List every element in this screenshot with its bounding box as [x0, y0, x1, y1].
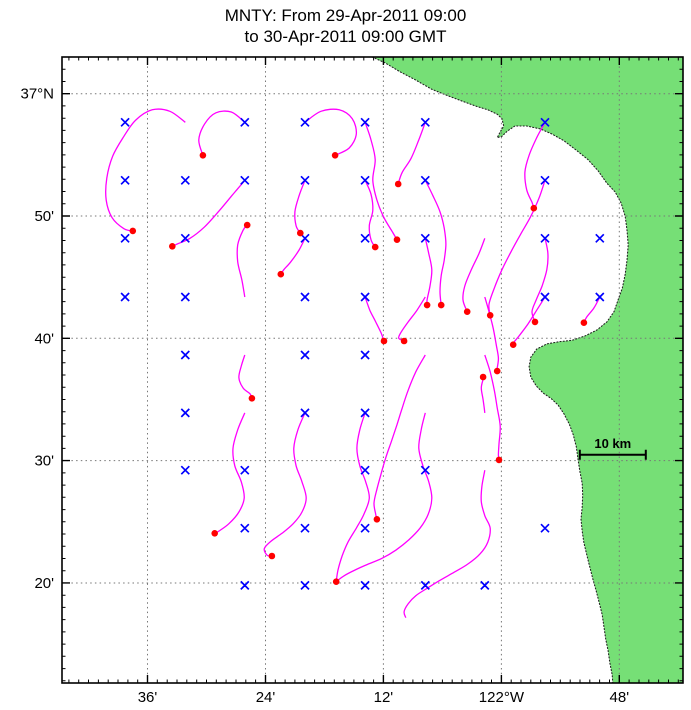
land-layer — [371, 56, 683, 684]
axis-frame-layer — [61, 56, 684, 684]
gridline-layer — [62, 57, 683, 683]
end-position-dot — [531, 318, 539, 326]
lon-tick-label: 122°W — [479, 689, 525, 706]
lat-tick-label: 37°N — [20, 86, 54, 103]
trajectory-path — [238, 354, 253, 399]
trajectory-path — [480, 376, 486, 413]
trajectory-path — [105, 108, 186, 232]
trajectory-path — [524, 121, 546, 209]
end-position-dot — [129, 227, 137, 235]
end-position-dot — [331, 152, 339, 159]
end-position-dot — [400, 337, 408, 345]
trajectory-path — [263, 412, 307, 557]
trajectory-path — [335, 412, 370, 582]
end-position-dot — [393, 236, 401, 243]
end-position-dot — [509, 341, 517, 349]
coastline — [371, 56, 629, 684]
end-position-dot — [243, 221, 251, 229]
trajectory-layer — [105, 108, 601, 618]
lon-tick-label: 48' — [610, 689, 630, 706]
axis-label-layer: 37°N 50' 40' 30' 20' 36' 24' 12' 122°W 48' — [20, 86, 629, 706]
trajectory-path — [364, 180, 376, 248]
trajectory-path — [280, 237, 306, 275]
end-position-dot — [373, 516, 381, 523]
lon-tick-label: 36' — [138, 689, 158, 706]
trajectory-path — [488, 180, 546, 316]
trajectory-path — [403, 470, 491, 618]
end-position-dot — [211, 530, 218, 537]
trajectory-path — [172, 179, 246, 247]
end-position-dot — [371, 243, 379, 251]
figure-title-line2: to 30-Apr-2011 09:00 GMT — [244, 27, 447, 46]
scale-bar-line — [578, 449, 647, 460]
lat-tick-label: 20' — [34, 575, 54, 592]
trajectory-path — [484, 354, 501, 460]
end-position-dot — [199, 152, 207, 159]
trajectory-path — [373, 354, 426, 520]
lat-tick-label: 30' — [34, 453, 54, 470]
trajectory-path — [236, 224, 248, 298]
trajectory-path — [198, 110, 246, 156]
trajectory-path — [337, 412, 433, 581]
trajectory-path — [424, 180, 447, 306]
figure-title-line1: MNTY: From 29-Apr-2011 09:00 — [224, 6, 467, 25]
grid-x-markers — [120, 117, 605, 591]
lon-tick-label: 12' — [374, 689, 394, 706]
marker-layer — [120, 117, 605, 591]
end-position-dot — [493, 367, 501, 375]
end-position-dot — [248, 395, 256, 402]
end-position-dot — [437, 301, 445, 309]
end-position-dot — [580, 319, 588, 327]
end-position-dot — [495, 456, 503, 464]
end-position-dot — [297, 229, 304, 237]
trajectory-path — [424, 238, 433, 306]
land-polygon — [372, 57, 683, 683]
trajectory-path — [397, 122, 426, 185]
end-position-dot — [479, 373, 487, 381]
scale-bar: 10 km — [578, 436, 647, 460]
trajectory-path — [214, 412, 246, 534]
trajectory-path — [364, 296, 385, 342]
trajectory-path — [294, 180, 306, 234]
lat-tick-label: 50' — [34, 208, 54, 225]
scale-bar-label: 10 km — [594, 436, 631, 451]
gridlines — [62, 57, 683, 683]
trajectory-path — [512, 296, 546, 346]
end-position-dot — [277, 270, 285, 278]
end-position-dot — [463, 308, 471, 316]
trajectory-path — [583, 296, 601, 323]
lat-tick-label: 40' — [34, 330, 54, 347]
end-position-dot — [380, 337, 388, 345]
end-position-dot — [169, 243, 176, 250]
end-position-dot — [332, 578, 340, 585]
end-position-dot — [486, 312, 494, 319]
end-position-dot — [423, 301, 431, 309]
trajectory-path — [364, 122, 398, 241]
trajectory-path — [462, 238, 486, 312]
minor-ticks — [62, 56, 683, 683]
end-position-dot — [394, 180, 402, 188]
trajectory-path — [397, 296, 426, 342]
trajectory-path — [531, 238, 549, 323]
axis-frame — [61, 56, 684, 684]
end-position-dot — [268, 552, 276, 560]
lon-tick-label: 24' — [256, 689, 276, 706]
end-position-dot — [530, 204, 538, 212]
trajectory-path — [304, 108, 358, 156]
major-ticks — [62, 57, 683, 683]
